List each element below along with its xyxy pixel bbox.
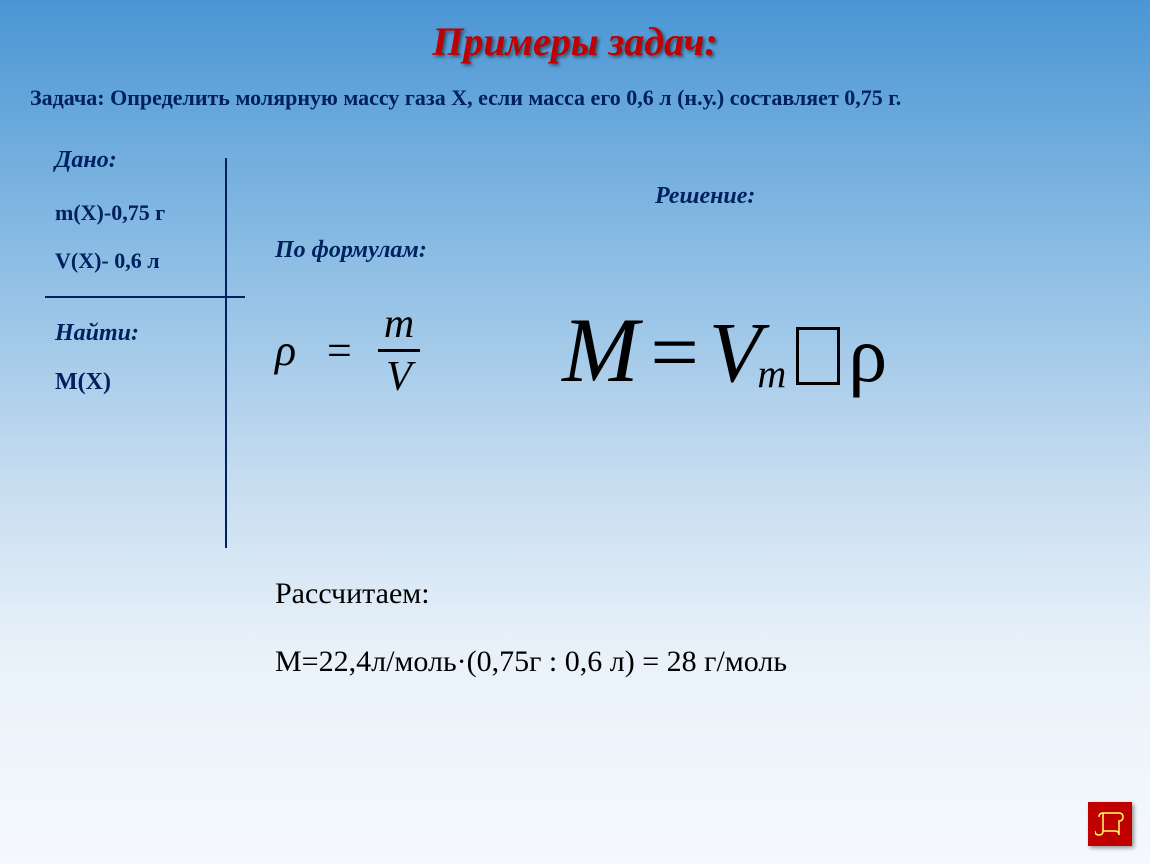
slide-title: Примеры задач: — [0, 0, 1150, 65]
formulas-label: По формулам: — [275, 237, 427, 264]
given-item-volume: V(X)- 0,6 л — [55, 248, 255, 274]
scroll-icon — [1095, 809, 1125, 839]
fraction-denominator: V — [378, 349, 420, 398]
find-label: Найти: — [55, 320, 255, 347]
given-label: Дано: — [55, 147, 255, 174]
equals-sign: = — [324, 325, 354, 376]
missing-glyph-icon — [796, 327, 840, 385]
problem-statement: Задача: Определить молярную массу газа X… — [0, 65, 1150, 111]
symbol-rho: ρ — [848, 310, 887, 400]
calculation-line: M=22,4л/моль·(0,75г : 0,6 л) = 28 г/моль — [275, 645, 787, 679]
density-formula: ρ = m V — [275, 303, 422, 398]
formulas-row: ρ = m V M = V m ρ — [275, 297, 1075, 403]
symbol-M: M — [562, 297, 639, 403]
nav-badge[interactable] — [1088, 802, 1132, 846]
given-item-mass: m(X)-0,75 г — [55, 200, 255, 226]
content-area: Дано: m(X)-0,75 г V(X)- 0,6 л Найти: M(X… — [0, 111, 1150, 396]
subscript-m: m — [757, 350, 786, 397]
fraction: m V — [376, 303, 422, 398]
rho-symbol: ρ — [275, 325, 296, 376]
molar-mass-formula: M = V m ρ — [562, 297, 887, 403]
symbol-V: V — [709, 302, 762, 402]
horizontal-divider — [45, 296, 245, 298]
equals-sign: = — [645, 302, 703, 402]
solution-column: Решение: По формулам: ρ = m V M = V m ρ … — [255, 147, 1120, 396]
calculation-block: Рассчитаем: M=22,4л/моль·(0,75г : 0,6 л)… — [275, 577, 787, 679]
find-item: M(X) — [55, 369, 255, 396]
solution-label: Решение: — [655, 183, 755, 210]
calculation-label: Рассчитаем: — [275, 577, 787, 611]
given-column: Дано: m(X)-0,75 г V(X)- 0,6 л Найти: M(X… — [55, 147, 255, 396]
fraction-numerator: m — [376, 303, 422, 349]
